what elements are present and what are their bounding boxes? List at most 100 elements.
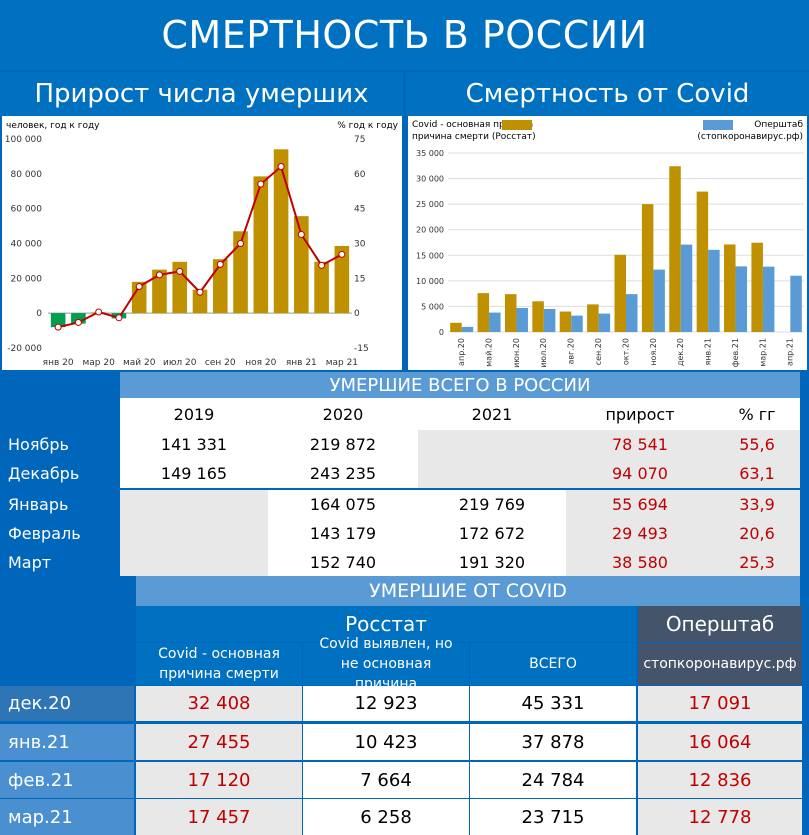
legend-operstab-line2: (стопкоронавирус.рф) xyxy=(697,132,803,142)
pct-point xyxy=(257,180,265,188)
table2: дек.20 32 408 12 923 45 331 17 091 янв.21 27 4… xyxy=(0,686,809,835)
y-tick: 30 000 xyxy=(416,175,444,184)
table1-cell-pct: 20,6 xyxy=(739,524,775,543)
right-y-tick: 15 xyxy=(354,274,365,284)
table1-cell-v2019: 149 165 xyxy=(160,464,228,483)
left-y-tick: 40 000 xyxy=(11,240,43,250)
operstab-header: Оперштаб xyxy=(638,606,802,642)
table2-row-label: фев.21 xyxy=(0,762,134,798)
growth-bar xyxy=(233,231,248,314)
right-y-tick: 60 xyxy=(354,170,366,180)
rosstat-bar xyxy=(641,204,654,332)
pct-point xyxy=(176,267,184,275)
legend-operstab-line1: Оперштаб xyxy=(754,120,803,130)
pct-point xyxy=(135,282,143,290)
header-2019: 2019 xyxy=(173,404,215,424)
pct-point xyxy=(277,163,285,171)
table2-row-label: дек.20 xyxy=(0,686,134,721)
rosstat-bar xyxy=(477,293,490,332)
table2-cell-op: 12 836 xyxy=(638,762,802,798)
col-operstab-site: стопкоронавирус.рф xyxy=(638,643,802,685)
operstab-bar xyxy=(790,275,802,332)
table2-cell-secondary: 10 423 xyxy=(303,724,469,760)
header-pct: % гг xyxy=(738,404,776,424)
table1-row-label: Март xyxy=(8,553,52,572)
table2-cell-main: 17 457 xyxy=(136,799,302,835)
col-total: ВСЕГО xyxy=(470,643,636,685)
x-tick: сен.20 xyxy=(594,338,603,365)
left-y-tick: 20 000 xyxy=(11,274,43,284)
table1-cell-growth: 94 070 xyxy=(612,464,668,483)
rosstat-bar xyxy=(450,322,462,332)
growth-bar xyxy=(314,261,329,314)
table1-cell-v2021: 191 320 xyxy=(458,553,526,572)
growth-bar xyxy=(50,313,66,328)
rosstat-bar xyxy=(614,254,626,332)
rosstat-bar xyxy=(751,242,763,332)
table1-cell-v2021: 219 769 xyxy=(458,495,526,514)
rosstat-bar xyxy=(532,301,544,332)
x-tick: ноя 20 xyxy=(245,358,276,368)
header-2021: 2021 xyxy=(471,404,513,424)
col-secondary-cause: Covid выявлен, но не основная причина xyxy=(303,636,469,692)
operstab-bar xyxy=(543,308,556,332)
right-y-tick: -15 xyxy=(354,344,369,354)
table1-empty-2021 xyxy=(418,430,566,488)
rosstat-header: Росстат xyxy=(136,606,636,642)
pct-point xyxy=(196,288,204,296)
y-tick: 15 000 xyxy=(416,251,444,260)
x-tick: мар 20 xyxy=(82,358,115,368)
x-tick: янв.21 xyxy=(704,338,713,365)
table2-row-label: мар.21 xyxy=(0,799,134,835)
growth-bar xyxy=(71,313,86,324)
pct-point xyxy=(155,271,163,279)
left-y-tick: 100 000 xyxy=(5,135,42,145)
table2-cell-secondary: 12 923 xyxy=(303,686,469,721)
table1-row-label: Ноябрь xyxy=(8,435,69,454)
col-main-cause: Covid - основная причина смерти xyxy=(136,643,302,685)
rosstat-bar xyxy=(559,311,572,332)
table1-cell-v2021 xyxy=(418,459,566,488)
x-tick: май 20 xyxy=(123,358,156,368)
header-2020: 2020 xyxy=(322,404,364,424)
x-tick: июл.20 xyxy=(539,338,548,368)
pct-point xyxy=(115,314,123,322)
table1-cell-v2019 xyxy=(120,519,268,548)
x-tick: мар 21 xyxy=(326,358,358,368)
operstab-bar xyxy=(598,313,611,332)
operstab-bar xyxy=(708,249,720,332)
table1-cell-pct: 55,6 xyxy=(739,435,775,454)
y-tick: 5 000 xyxy=(421,302,444,311)
right-chart-title: Смертность от Covid xyxy=(406,72,809,116)
x-tick: дек.20 xyxy=(676,338,685,366)
header-growth: прирост xyxy=(605,404,675,424)
x-tick: июн.20 xyxy=(512,338,521,368)
operstab-bar xyxy=(461,326,474,332)
table1-cell-v2020: 143 179 xyxy=(309,524,377,543)
table1: 2019 2020 2021 прирост % гг Ноябрь 141 33… xyxy=(0,398,809,576)
rosstat-bar xyxy=(504,294,517,332)
y-tick: 20 000 xyxy=(416,226,444,235)
pct-point xyxy=(74,318,82,326)
growth-bar xyxy=(212,259,228,314)
table1-row-label: Январь xyxy=(8,495,69,514)
table1-row-label: Февраль xyxy=(8,524,81,543)
pct-point xyxy=(54,323,62,331)
table1-cell-v2020: 164 075 xyxy=(309,495,377,514)
table1-divider xyxy=(0,488,809,490)
x-tick: апр.21 xyxy=(786,338,795,366)
table1-growth-bg xyxy=(566,430,800,576)
left-axis-unit: человек, год к году xyxy=(6,121,100,131)
table1-cell-pct: 25,3 xyxy=(739,553,775,572)
table1-cell-v2020: 243 235 xyxy=(309,464,377,483)
page-title: СМЕРТНОСТЬ В РОССИИ xyxy=(0,0,809,70)
pct-point xyxy=(237,240,245,247)
left-y-tick: 60 000 xyxy=(11,205,43,215)
operstab-bar xyxy=(516,307,528,332)
operstab-bar xyxy=(626,294,638,332)
growth-bar xyxy=(152,269,167,314)
left-y-tick: -20 000 xyxy=(7,344,42,354)
y-tick: 25 000 xyxy=(416,200,444,209)
right-y-tick: 75 xyxy=(354,135,365,145)
table1-cell-v2019 xyxy=(120,490,268,519)
